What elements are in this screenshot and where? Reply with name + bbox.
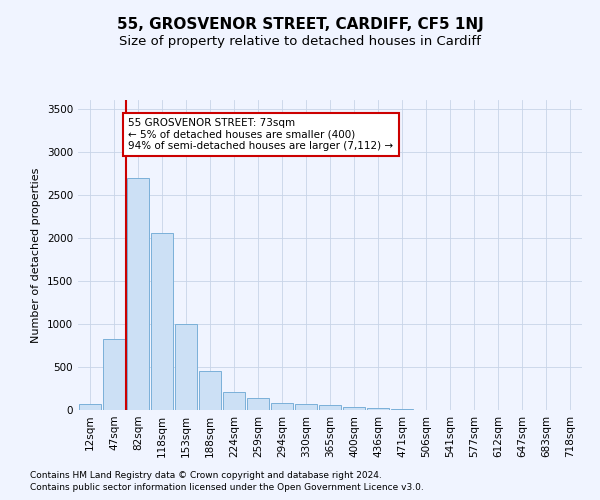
Bar: [175, 324, 197, 410]
Bar: [295, 404, 317, 410]
Bar: [79, 404, 101, 410]
Text: 55 GROSVENOR STREET: 73sqm
← 5% of detached houses are smaller (400)
94% of semi: 55 GROSVENOR STREET: 73sqm ← 5% of detac…: [128, 118, 394, 151]
Bar: [199, 371, 221, 410]
Text: Contains HM Land Registry data © Crown copyright and database right 2024.: Contains HM Land Registry data © Crown c…: [30, 470, 382, 480]
Text: 55, GROSVENOR STREET, CARDIFF, CF5 1NJ: 55, GROSVENOR STREET, CARDIFF, CF5 1NJ: [116, 18, 484, 32]
Bar: [343, 407, 365, 410]
Bar: [367, 408, 389, 410]
Text: Contains public sector information licensed under the Open Government Licence v3: Contains public sector information licen…: [30, 483, 424, 492]
Text: Size of property relative to detached houses in Cardiff: Size of property relative to detached ho…: [119, 35, 481, 48]
Y-axis label: Number of detached properties: Number of detached properties: [31, 168, 41, 342]
Bar: [271, 403, 293, 410]
Bar: [391, 409, 413, 410]
Bar: [247, 398, 269, 410]
Bar: [223, 392, 245, 410]
Bar: [127, 178, 149, 410]
Bar: [103, 338, 125, 410]
Bar: [151, 232, 173, 410]
Bar: [319, 406, 341, 410]
